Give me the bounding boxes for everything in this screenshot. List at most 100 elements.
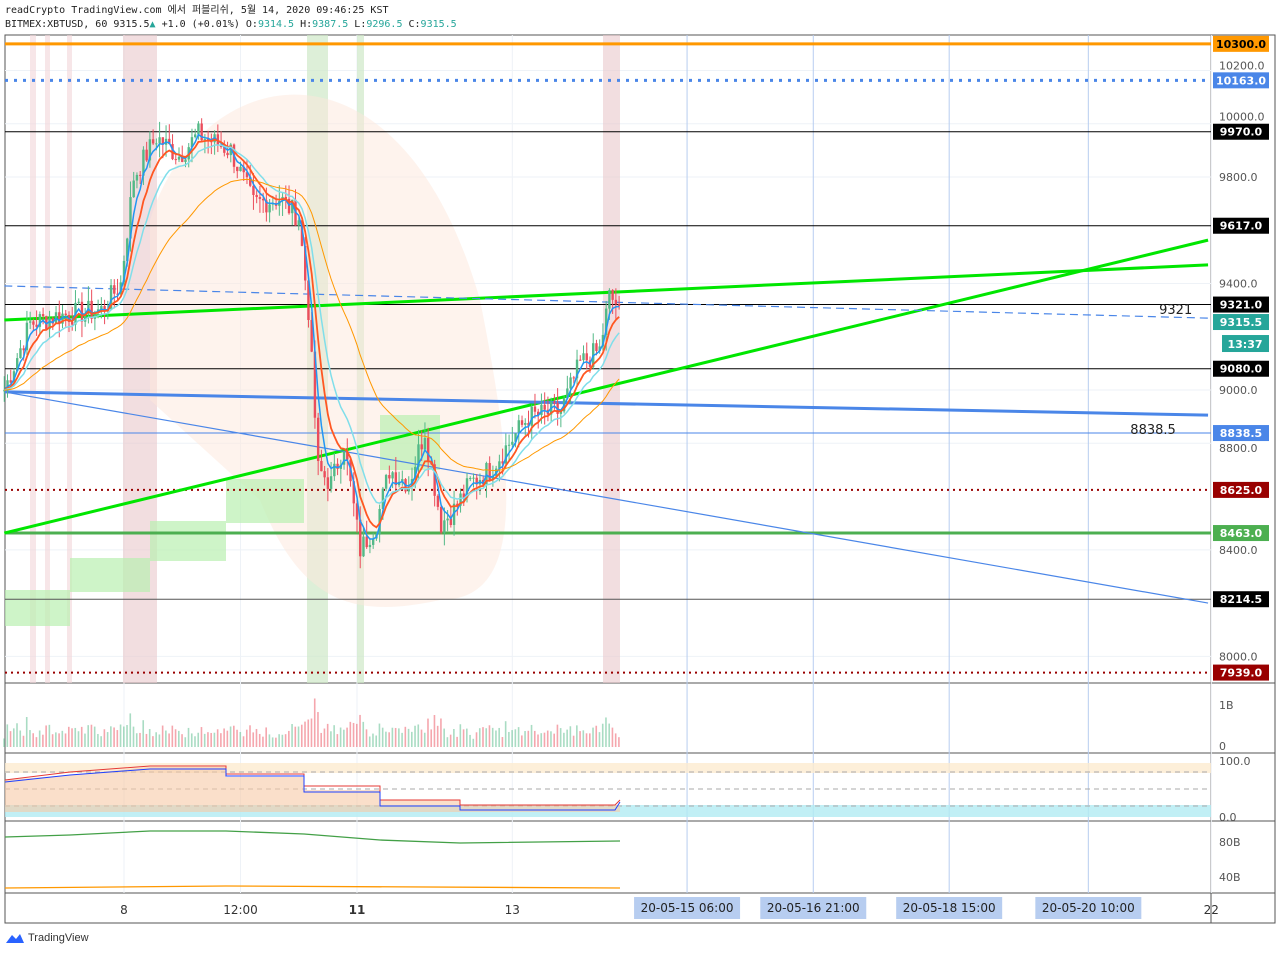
volume-bar	[446, 737, 449, 747]
trendline	[4, 263, 1209, 322]
volume-bar	[113, 727, 115, 747]
volume-bar	[42, 734, 44, 747]
publish-line: readCrypto TradingView.com 에서 퍼블리쉬, 5월 1…	[5, 5, 389, 16]
lower-indicator-orange	[4, 885, 621, 889]
volume-bar	[155, 732, 157, 747]
volume-bar	[32, 733, 34, 747]
volume-bar	[258, 733, 261, 747]
volume-bar	[174, 729, 177, 747]
volume-bar	[268, 734, 271, 747]
candle-body	[249, 177, 252, 186]
chart-frame	[4, 34, 1276, 924]
volume-bar	[588, 733, 591, 747]
volume-bar	[343, 729, 345, 747]
volume-bar	[187, 727, 190, 747]
y-tick-label: 8800.0	[1219, 442, 1258, 455]
volume-bar	[440, 718, 442, 747]
volume-bar	[304, 721, 306, 747]
volume-bar	[284, 734, 287, 747]
candle-body	[342, 451, 346, 465]
volume-bar	[411, 731, 413, 747]
volume-bar	[190, 733, 193, 747]
volume-bar	[579, 731, 581, 747]
volume-bar	[64, 733, 67, 747]
candle-body	[371, 538, 375, 545]
candle-body	[174, 159, 177, 161]
volume-bar	[533, 730, 536, 747]
sub-pane-tick: 40B	[1219, 871, 1241, 884]
candle-body	[559, 411, 563, 414]
x-tick-label: 11	[349, 903, 366, 917]
volume-bar	[381, 727, 384, 747]
candle-body	[507, 444, 511, 446]
candle-body	[32, 321, 35, 325]
candle-body	[504, 445, 508, 464]
price-level-badge	[1213, 591, 1269, 608]
candle-body	[87, 300, 90, 314]
sub-pane-tick: 100.0	[1219, 755, 1251, 768]
candle-body	[313, 351, 317, 418]
candle-body	[472, 477, 475, 479]
current-price-label: 9315.5	[1220, 316, 1262, 329]
volume-bar	[103, 729, 106, 747]
moving-average-line	[3, 144, 620, 505]
candle-body	[135, 174, 139, 181]
tradingview-footer[interactable]: TradingView	[6, 932, 89, 944]
candle-body	[485, 463, 488, 485]
volume-bar	[543, 732, 546, 747]
candle-body	[365, 536, 368, 548]
candle-body	[236, 166, 239, 172]
tradingview-logo-icon	[6, 934, 24, 943]
candle-body	[469, 478, 472, 480]
volume-bar	[553, 733, 555, 747]
volume-bar	[252, 732, 255, 747]
volume-bar	[106, 732, 109, 747]
candle-body	[601, 334, 605, 347]
volume-bar	[35, 737, 38, 747]
candle-body	[148, 139, 152, 161]
volume-bar	[220, 733, 222, 747]
candle-body	[320, 461, 323, 472]
signal-band-red	[603, 35, 620, 683]
candle-body	[475, 477, 478, 485]
ichimoku-cloud	[150, 521, 226, 561]
price-level-label: 7939.0	[1220, 667, 1263, 680]
date-marker-badge	[634, 897, 741, 919]
volume-bar	[139, 732, 141, 747]
volume-bar	[93, 726, 96, 747]
candle-body	[245, 172, 249, 178]
candle-body	[491, 475, 495, 480]
volume-bar	[414, 725, 416, 747]
volume-bar	[614, 733, 617, 747]
overbought-zone	[5, 763, 1211, 773]
trendline	[3, 238, 1209, 535]
volume-bar	[291, 724, 293, 747]
candle-body	[462, 493, 465, 498]
volume-bar	[394, 727, 397, 747]
volume-bar	[25, 717, 28, 747]
volume-bar	[55, 732, 57, 747]
candle-body	[300, 220, 304, 246]
candle-body	[255, 194, 258, 198]
volume-bar	[582, 730, 585, 747]
candle-body	[12, 371, 16, 383]
trendline	[4, 390, 1209, 417]
candle-body	[158, 137, 161, 144]
candle-body	[617, 304, 621, 307]
volume-bar	[527, 730, 530, 747]
date-marker-label: 20-05-20 10:00	[1042, 901, 1135, 915]
volume-bar	[29, 730, 31, 747]
oscillator-fill	[5, 767, 620, 812]
volume-bar	[449, 734, 452, 747]
candle-body	[142, 149, 145, 176]
candle-body	[38, 314, 42, 327]
volume-bar	[501, 737, 504, 747]
y-tick-label: 8400.0	[1219, 544, 1258, 557]
volume-bar	[294, 726, 297, 747]
candle-body	[433, 464, 436, 496]
candle-body	[417, 444, 420, 467]
candle-body	[261, 198, 265, 201]
volume-bar	[6, 724, 9, 747]
candle-body	[83, 313, 87, 322]
